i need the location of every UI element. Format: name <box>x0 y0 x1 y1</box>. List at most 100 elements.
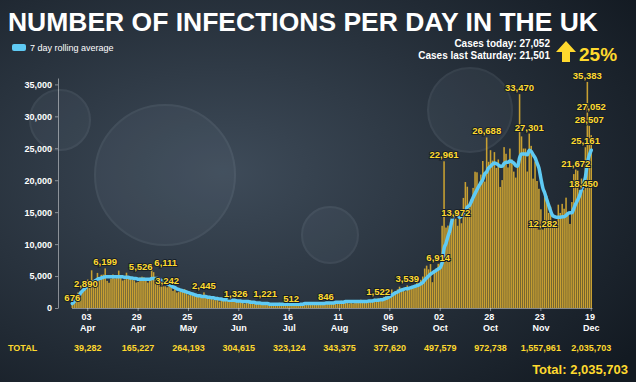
x-tick-mark <box>339 308 340 311</box>
bar <box>461 223 463 308</box>
y-axis: 05,00010,00015,00020,00025,00030,00035,0… <box>24 79 58 314</box>
bar <box>145 280 147 308</box>
bar <box>559 213 561 308</box>
y-tick: 35,000 <box>24 80 58 90</box>
x-tick-mark <box>591 308 592 311</box>
title: NUMBER OF INFECTIONS PER DAY IN THE UK <box>8 7 598 37</box>
data-label: 21,672 <box>561 158 590 169</box>
x-tick-label-part: Aug <box>331 323 349 333</box>
bar <box>159 283 161 308</box>
up-arrow <box>556 41 576 62</box>
change: 25% <box>579 44 617 65</box>
x-tick: 11 Aug <box>331 308 349 333</box>
x-tick-mark <box>289 308 290 311</box>
bar <box>449 234 451 308</box>
total-value: 323,124 <box>273 343 306 353</box>
bar <box>443 161 445 308</box>
x-tick-label-part: 20 <box>233 312 246 322</box>
x-tick-label: 28 Oct <box>483 312 498 333</box>
x-tick: 23 Nov <box>532 308 549 333</box>
bar <box>499 187 501 308</box>
bar <box>480 175 482 308</box>
virus-shape <box>95 105 235 245</box>
x-tick-label-part: 25 <box>182 312 195 322</box>
data-label: 22,961 <box>430 149 460 160</box>
bar <box>110 279 112 308</box>
bar <box>505 154 507 308</box>
y-tick-mark <box>55 116 58 117</box>
data-label: 35,383 <box>573 70 602 81</box>
bar <box>523 149 525 308</box>
bar <box>538 189 540 308</box>
bar <box>199 296 201 308</box>
legend-label: 7 day rolling average <box>30 43 114 53</box>
bar <box>501 180 503 308</box>
bar <box>166 287 168 308</box>
y-tick-label: 35,000 <box>24 80 52 90</box>
bar <box>468 208 470 308</box>
bar <box>498 159 500 308</box>
bar <box>494 152 496 308</box>
grand-total: Total: 2,035,703 <box>532 362 628 377</box>
bar <box>579 190 581 308</box>
bar <box>542 230 544 308</box>
background <box>0 0 636 382</box>
bar <box>426 266 428 308</box>
bar <box>104 268 106 308</box>
x-tick-mark <box>138 308 139 311</box>
y-tick: 10,000 <box>24 239 58 249</box>
y-tick-mark <box>55 148 58 149</box>
x-tick-label-part: 02 <box>434 312 447 322</box>
y-tick: 30,000 <box>24 112 58 122</box>
bar <box>188 295 190 308</box>
bar <box>99 280 101 308</box>
x-tick-label-part: Jul <box>283 323 296 333</box>
x-tick: 19 Dec <box>583 308 600 333</box>
bar <box>147 283 149 308</box>
bar <box>137 282 139 308</box>
bar <box>575 170 577 308</box>
bar <box>453 219 455 308</box>
bar <box>244 304 246 308</box>
bar <box>213 300 215 308</box>
bar <box>571 202 573 308</box>
x-tick-label-part: 16 <box>283 312 296 322</box>
bar <box>436 268 438 308</box>
bar <box>513 172 515 308</box>
bar <box>203 292 205 308</box>
data-label: 6,111 <box>154 257 177 268</box>
data-labels: 6762,8906,1995,5266,1113,2422,4451,3261,… <box>64 70 605 304</box>
bar <box>108 283 110 308</box>
y-tick-label: 5,000 <box>29 271 52 281</box>
x-tick-mark <box>440 308 441 311</box>
data-label: 512 <box>283 293 299 304</box>
bar <box>132 280 134 308</box>
data-label: 26,688 <box>472 125 501 136</box>
bar <box>430 264 432 308</box>
x-tick-label-part: Oct <box>433 323 448 333</box>
bar <box>139 277 141 308</box>
x-tick-label: 19 Dec <box>583 312 600 333</box>
bar <box>391 289 393 308</box>
bar <box>193 296 195 308</box>
bar <box>573 174 575 308</box>
bar <box>143 277 145 308</box>
bar <box>472 188 474 308</box>
data-label: 27,301 <box>515 122 545 133</box>
bar <box>563 209 565 308</box>
bar <box>151 269 153 308</box>
cases-today: Cases today: 27,052 <box>454 38 550 49</box>
x-tick: 29 Apr <box>130 308 146 333</box>
bar <box>558 205 560 308</box>
x-tick-label-part: 06 <box>384 312 397 322</box>
x-tick-label-part: Jun <box>231 323 247 333</box>
bar <box>577 171 579 308</box>
bar <box>405 291 407 308</box>
x-tick-label: 11 Aug <box>331 312 349 333</box>
total-value: 2,035,703 <box>571 343 611 353</box>
bar <box>172 291 174 308</box>
x-tick-mark <box>238 308 239 311</box>
data-label: 2,445 <box>192 280 216 291</box>
y-tick-label: 0 <box>47 303 52 313</box>
cases-last-week: Cases last Saturday: 21,501 <box>418 50 550 61</box>
